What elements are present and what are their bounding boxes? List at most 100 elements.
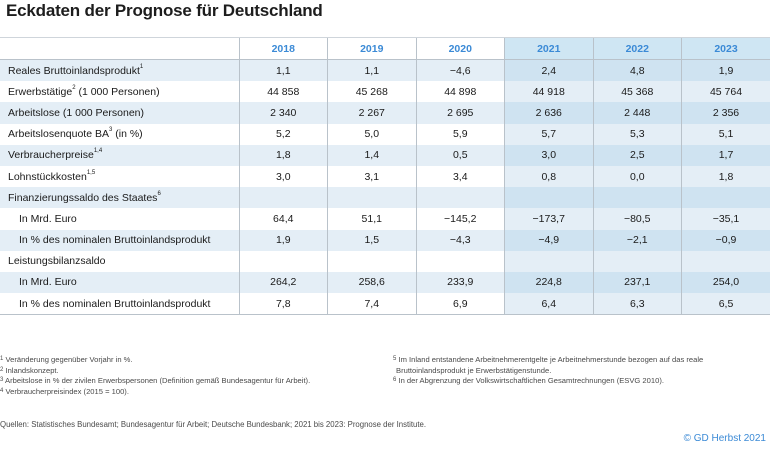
row-label: Reales Bruttoinlandsprodukt1	[0, 59, 239, 82]
value-cell	[238, 250, 328, 272]
value-cell: 44 858	[238, 81, 328, 103]
page-title: Eckdaten der Prognose für Deutschland	[6, 1, 323, 20]
value-cell	[327, 250, 416, 272]
value-cell: −2,1	[592, 229, 682, 251]
value-cell: −173,7	[504, 208, 593, 230]
value-cell: 6,4	[504, 293, 593, 316]
value-cell: −80,5	[592, 208, 682, 230]
table-header-row: 2018 2019 2020 2021 2022 2023	[0, 37, 770, 60]
value-cell: 2,5	[592, 144, 682, 166]
value-cell: 45 268	[327, 81, 416, 103]
footnote: Bruttoinlandsprodukt je Erwerbstätigenst…	[396, 365, 552, 375]
footnote: 6 In der Abgrenzung der Volkswirtschaftl…	[393, 376, 664, 385]
value-cell: 6,5	[681, 293, 770, 316]
footnote: 4 Verbraucherpreisindex (2015 = 100).	[0, 386, 129, 396]
value-cell: 254,0	[681, 271, 770, 294]
value-cell: 5,0	[327, 123, 416, 145]
year-header: 2019	[327, 37, 416, 60]
value-cell	[238, 187, 328, 209]
value-cell	[415, 250, 505, 272]
value-cell: 258,6	[327, 271, 416, 294]
value-cell: 2 636	[504, 102, 593, 124]
value-cell: 45 368	[592, 81, 682, 103]
value-cell: 1,1	[238, 59, 328, 82]
row-label: In Mrd. Euro	[0, 208, 239, 230]
value-cell: 3,0	[238, 165, 328, 188]
copyright: © GD Herbst 2021	[683, 433, 766, 444]
table-row: In % des nominalen Bruttoinlandsprodukt 1…	[0, 229, 770, 251]
value-cell	[592, 187, 682, 209]
table-row: In Mrd. Euro 264,2 258,6 233,9 224,8 237,1 254…	[0, 271, 770, 294]
value-cell: 1,8	[681, 165, 770, 188]
forecast-table: 2018 2019 2020 2021 2022 2023 Reales Bru…	[0, 37, 770, 316]
table-row: Lohnstückkosten1,5 3,0 3,1 3,4 0,8 0,0 1,8	[0, 165, 770, 188]
value-cell: 5,2	[238, 123, 328, 145]
table-row: In Mrd. Euro 64,4 51,1 −145,2 −173,7 −80,5 −35…	[0, 208, 770, 230]
value-cell: 1,9	[681, 59, 770, 82]
value-cell: 237,1	[592, 271, 682, 294]
value-cell: 264,2	[238, 271, 328, 294]
value-cell: 3,0	[504, 144, 593, 166]
footnotes-left: 1 Veränderung gegenüber Vorjahr in %. 2 …	[0, 355, 310, 397]
row-label: Leistungsbilanzsaldo	[0, 250, 239, 272]
value-cell: −35,1	[681, 208, 770, 230]
row-label: In % des nominalen Bruttoinlandsprodukt	[0, 293, 239, 316]
value-cell: 2 340	[238, 102, 328, 124]
year-header: 2023	[681, 37, 770, 60]
header-label-cell	[0, 37, 239, 60]
year-header: 2018	[238, 37, 328, 60]
row-label: Lohnstückkosten1,5	[0, 165, 239, 188]
footnote: 2 Inlandskonzept.	[0, 365, 59, 375]
value-cell: 6,9	[415, 293, 505, 316]
footnote: 1 Veränderung gegenüber Vorjahr in %.	[0, 355, 133, 364]
value-cell: 5,3	[592, 123, 682, 145]
value-cell: 0,8	[504, 165, 593, 188]
value-cell: 0,5	[415, 144, 505, 166]
row-label: In Mrd. Euro	[0, 271, 239, 294]
table-row: Erwerbstätige2 (1 000 Personen) 44 858 45 …	[0, 81, 770, 103]
value-cell: 51,1	[327, 208, 416, 230]
year-header: 2022	[592, 37, 682, 60]
value-cell: 3,4	[415, 165, 505, 188]
value-cell: 45 764	[681, 81, 770, 103]
value-cell	[504, 250, 593, 272]
value-cell	[415, 187, 505, 209]
table-row: Arbeitslosenquote BA3 (in %) 5,2 5,0 5,9 5,7…	[0, 123, 770, 145]
value-cell: 4,8	[592, 59, 682, 82]
row-label: Finanzierungssaldo des Staates6	[0, 187, 239, 209]
value-cell: 5,1	[681, 123, 770, 145]
row-label: Arbeitslose (1 000 Personen)	[0, 102, 239, 124]
value-cell	[327, 187, 416, 209]
value-cell: 2 448	[592, 102, 682, 124]
footnotes-right: 5 Im Inland entstandene Arbeitnehmerentg…	[393, 355, 703, 387]
value-cell: 1,4	[327, 144, 416, 166]
value-cell: −145,2	[415, 208, 505, 230]
table-row: Verbraucherpreise1,4 1,8 1,4 0,5 3,0 2,5 1,7	[0, 144, 770, 166]
value-cell: 1,1	[327, 59, 416, 82]
year-header: 2021	[504, 37, 593, 60]
row-label: Erwerbstätige2 (1 000 Personen)	[0, 81, 239, 103]
table-row: Reales Bruttoinlandsprodukt1 1,1 1,1 −4,6 2,…	[0, 59, 770, 82]
value-cell: 233,9	[415, 271, 505, 294]
row-label: Verbraucherpreise1,4	[0, 144, 239, 166]
footnote: 5 Im Inland entstandene Arbeitnehmerentg…	[393, 355, 704, 364]
table-row: In % des nominalen Bruttoinlandsprodukt 7…	[0, 293, 770, 316]
value-cell: 5,9	[415, 123, 505, 145]
footnote: 3 Arbeitslose in % der zivilen Erwerbspe…	[0, 376, 311, 385]
table-row: Finanzierungssaldo des Staates6	[0, 187, 770, 209]
value-cell: 6,3	[592, 293, 682, 316]
value-cell: 224,8	[504, 271, 593, 294]
value-cell	[681, 187, 770, 209]
value-cell: 44 898	[415, 81, 505, 103]
table-row: Leistungsbilanzsaldo	[0, 250, 770, 272]
row-label: Arbeitslosenquote BA3 (in %)	[0, 123, 239, 145]
value-cell: 64,4	[238, 208, 328, 230]
value-cell: 2 356	[681, 102, 770, 124]
row-label: In % des nominalen Bruttoinlandsprodukt	[0, 229, 239, 251]
value-cell: −4,6	[415, 59, 505, 82]
value-cell: −4,9	[504, 229, 593, 251]
value-cell	[504, 187, 593, 209]
value-cell: 1,9	[238, 229, 328, 251]
value-cell: 0,0	[592, 165, 682, 188]
value-cell: 2 267	[327, 102, 416, 124]
